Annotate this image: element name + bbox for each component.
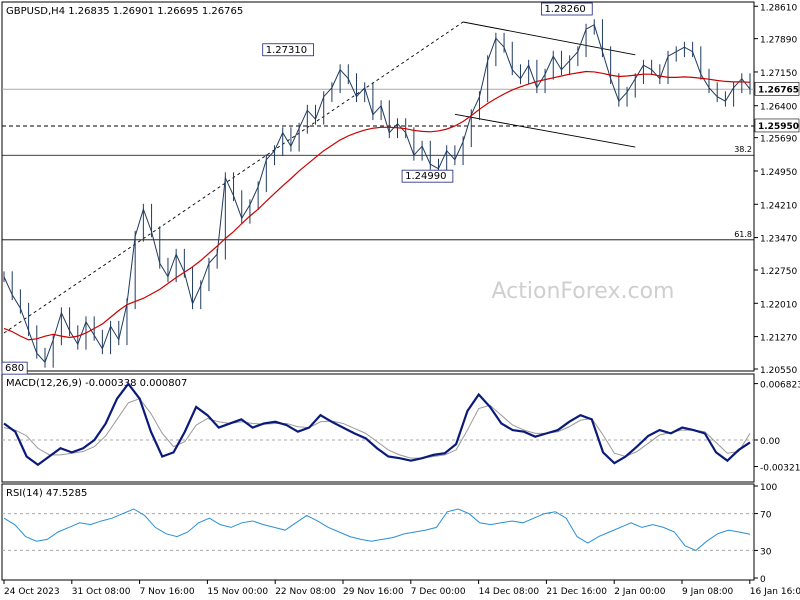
macd-axis-tick-label: -0.00321 [760,464,800,474]
price-axis-tick-label: 1.20550 [760,366,797,376]
channel-lower-line [454,113,636,148]
price-axis-tick-label: 1.24950 [760,168,797,178]
channel-upper-line [462,21,636,56]
price-annotation: 680 [5,363,24,374]
price-axis-tick-label: 1.21270 [760,334,797,344]
rsi-line [3,508,751,551]
price-annotation-box [541,2,593,16]
watermark: ActionForex.com [492,279,675,304]
macd-axis-tick-label: 0.006823 [760,381,800,391]
rsi-axis-tick-label: 30 [760,547,772,557]
price-axis-tick-label: 1.22750 [760,267,797,277]
x-axis-tick-label: 14 Dec 08:00 [479,587,540,597]
x-axis-tick-label: 21 Dec 16:00 [546,587,607,597]
rsi-panel-frame [1,483,755,581]
current-price-label-box [754,81,800,96]
support-level-label: 1.25950 [758,122,799,132]
price-close-line [3,23,751,364]
rsi-axis-tick-label: 0 [760,575,766,585]
fib-level-label: 38.2 [734,145,752,154]
price-axis-tick-label: 1.25690 [760,135,797,145]
rsi-title: RSI(14) 47.5285 [6,488,87,499]
price-annotation-box [262,43,314,57]
price-axis-tick-label: 1.22010 [760,300,797,310]
x-axis-tick-label: 7 Dec 00:00 [411,587,466,597]
fib-level-label: 61.8 [734,230,752,239]
price-axis-tick-label: 1.23470 [760,235,797,245]
price-annotation-box [1,361,28,375]
x-axis-tick-label: 9 Jan 08:00 [682,587,734,597]
macd-axis-tick-label: 0.00 [760,437,780,447]
rsi-axis-tick-label: 100 [760,483,777,493]
x-axis-tick-label: 31 Oct 08:00 [72,587,131,597]
price-axis-tick-label: 1.27150 [760,69,797,79]
price-annotation: 1.28260 [544,4,585,15]
macd-line [3,381,751,467]
x-axis-tick-label: 24 Oct 2023 [4,587,60,597]
current-price-label: 1.26765 [758,85,799,95]
price-annotation-box [401,169,454,183]
macd-panel-frame [1,373,755,483]
x-axis-tick-label: 16 Jan 16:00 [750,587,800,597]
x-axis-tick-label: 2 Jan 00:00 [614,587,666,597]
price-panel-frame [1,1,755,372]
price-axis-tick-label: 1.27890 [760,36,797,46]
x-axis-tick-label: 7 Nov 16:00 [140,587,195,597]
macd-title: MACD(12,26,9) -0.000338 0.000807 [6,378,187,389]
price-annotation: 1.24990 [405,171,446,182]
price-annotation: 1.27310 [266,45,307,56]
x-axis-tick-label: 29 Nov 16:00 [343,587,404,597]
rsi-axis-tick-label: 70 [760,511,772,521]
price-axis-tick-label: 1.26400 [760,103,797,113]
support-level-label-box [754,118,800,133]
price-axis-tick-label: 1.24210 [760,201,797,211]
symbol-header: GBPUSD,H4 1.26835 1.26901 1.26695 1.2676… [6,6,243,17]
x-axis-tick-label: 22 Nov 08:00 [275,587,336,597]
moving-average-line [3,70,751,341]
x-axis-tick-label: 15 Nov 00:00 [207,587,268,597]
price-axis-tick-label: 1.28610 [760,3,797,13]
